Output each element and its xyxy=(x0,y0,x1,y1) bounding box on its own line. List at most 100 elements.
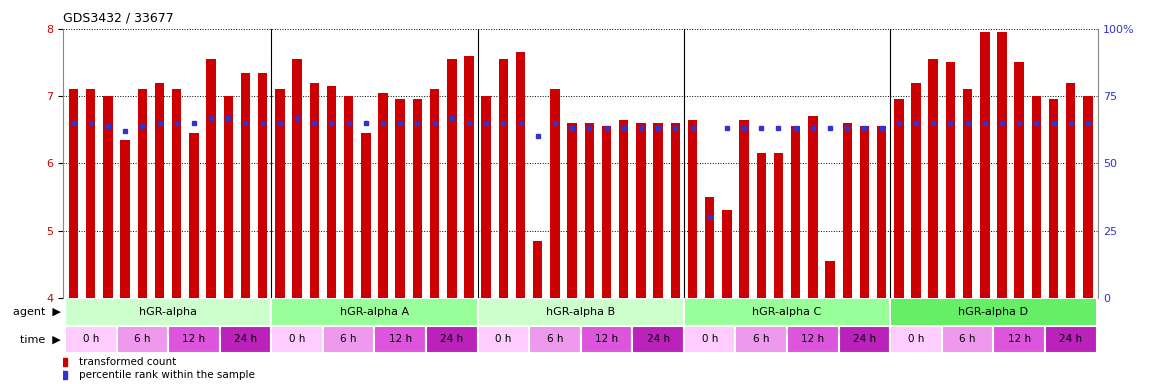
Bar xyxy=(994,326,1045,353)
Bar xyxy=(327,86,336,298)
Bar xyxy=(928,59,938,298)
Text: 12 h: 12 h xyxy=(183,334,206,344)
Bar xyxy=(584,123,595,298)
Bar xyxy=(499,59,508,298)
Bar xyxy=(826,261,835,298)
Bar xyxy=(653,123,662,298)
Bar xyxy=(632,326,684,353)
Bar xyxy=(843,123,852,298)
Bar xyxy=(894,99,904,298)
Text: 24 h: 24 h xyxy=(233,334,258,344)
Text: 12 h: 12 h xyxy=(802,334,825,344)
Bar xyxy=(808,116,818,298)
Bar xyxy=(877,126,887,298)
Text: GDS3432 / 33677: GDS3432 / 33677 xyxy=(63,12,174,25)
Bar xyxy=(477,298,684,326)
Bar xyxy=(396,99,405,298)
Bar xyxy=(138,89,147,298)
Text: hGR-alpha: hGR-alpha xyxy=(139,307,197,317)
Bar xyxy=(890,326,942,353)
Bar xyxy=(757,153,766,298)
Bar xyxy=(567,123,577,298)
Bar xyxy=(104,96,113,298)
Bar xyxy=(1032,96,1041,298)
Bar xyxy=(465,56,474,298)
Bar xyxy=(206,59,216,298)
Bar xyxy=(430,89,439,298)
Bar xyxy=(581,326,632,353)
Text: hGR-alpha C: hGR-alpha C xyxy=(752,307,822,317)
Bar xyxy=(292,59,301,298)
Bar xyxy=(220,326,271,353)
Text: 24 h: 24 h xyxy=(853,334,876,344)
Bar xyxy=(997,32,1006,298)
Text: time  ▶: time ▶ xyxy=(21,334,61,344)
Bar xyxy=(963,89,972,298)
Bar xyxy=(361,133,370,298)
Text: transformed count: transformed count xyxy=(78,357,176,367)
Bar xyxy=(774,153,783,298)
Bar xyxy=(309,83,319,298)
Bar xyxy=(736,326,787,353)
Bar xyxy=(69,89,78,298)
Bar xyxy=(477,326,529,353)
Text: 6 h: 6 h xyxy=(959,334,976,344)
Bar xyxy=(619,120,628,298)
Text: 0 h: 0 h xyxy=(907,334,925,344)
Bar xyxy=(413,99,422,298)
Text: 12 h: 12 h xyxy=(389,334,412,344)
Text: 0 h: 0 h xyxy=(289,334,305,344)
Bar xyxy=(155,83,164,298)
Text: 6 h: 6 h xyxy=(340,334,356,344)
Bar xyxy=(722,210,731,298)
Bar xyxy=(670,123,680,298)
Bar xyxy=(482,96,491,298)
Bar xyxy=(378,93,388,298)
Bar xyxy=(344,96,353,298)
Bar xyxy=(945,63,956,298)
Bar xyxy=(375,326,426,353)
Bar xyxy=(550,89,560,298)
Bar xyxy=(911,83,921,298)
Text: 0 h: 0 h xyxy=(496,334,512,344)
Text: 12 h: 12 h xyxy=(1007,334,1030,344)
Bar xyxy=(64,298,271,326)
Text: hGR-alpha A: hGR-alpha A xyxy=(340,307,409,317)
Bar xyxy=(516,52,526,298)
Bar xyxy=(258,73,268,298)
Bar xyxy=(426,326,477,353)
Bar xyxy=(271,326,323,353)
Bar xyxy=(168,326,220,353)
Bar xyxy=(86,89,95,298)
Bar xyxy=(980,32,989,298)
Bar xyxy=(860,126,869,298)
Text: hGR-alpha D: hGR-alpha D xyxy=(958,307,1028,317)
Bar xyxy=(323,326,375,353)
Bar xyxy=(240,73,251,298)
Bar xyxy=(791,126,800,298)
Bar xyxy=(534,241,543,298)
Bar xyxy=(942,326,994,353)
Text: 0 h: 0 h xyxy=(83,334,99,344)
Bar xyxy=(838,326,890,353)
Bar xyxy=(1049,99,1058,298)
Bar xyxy=(447,59,457,298)
Bar xyxy=(684,298,890,326)
Text: hGR-alpha B: hGR-alpha B xyxy=(546,307,615,317)
Bar xyxy=(64,326,116,353)
Bar xyxy=(1083,96,1092,298)
Text: 6 h: 6 h xyxy=(135,334,151,344)
Bar xyxy=(890,298,1097,326)
Bar xyxy=(705,197,714,298)
Text: 24 h: 24 h xyxy=(1059,334,1082,344)
Text: 24 h: 24 h xyxy=(646,334,669,344)
Text: 6 h: 6 h xyxy=(546,334,564,344)
Bar xyxy=(172,89,182,298)
Bar xyxy=(636,123,645,298)
Bar xyxy=(275,89,284,298)
Bar xyxy=(688,120,697,298)
Bar xyxy=(601,126,612,298)
Bar xyxy=(1045,326,1097,353)
Bar xyxy=(271,298,477,326)
Text: 12 h: 12 h xyxy=(595,334,618,344)
